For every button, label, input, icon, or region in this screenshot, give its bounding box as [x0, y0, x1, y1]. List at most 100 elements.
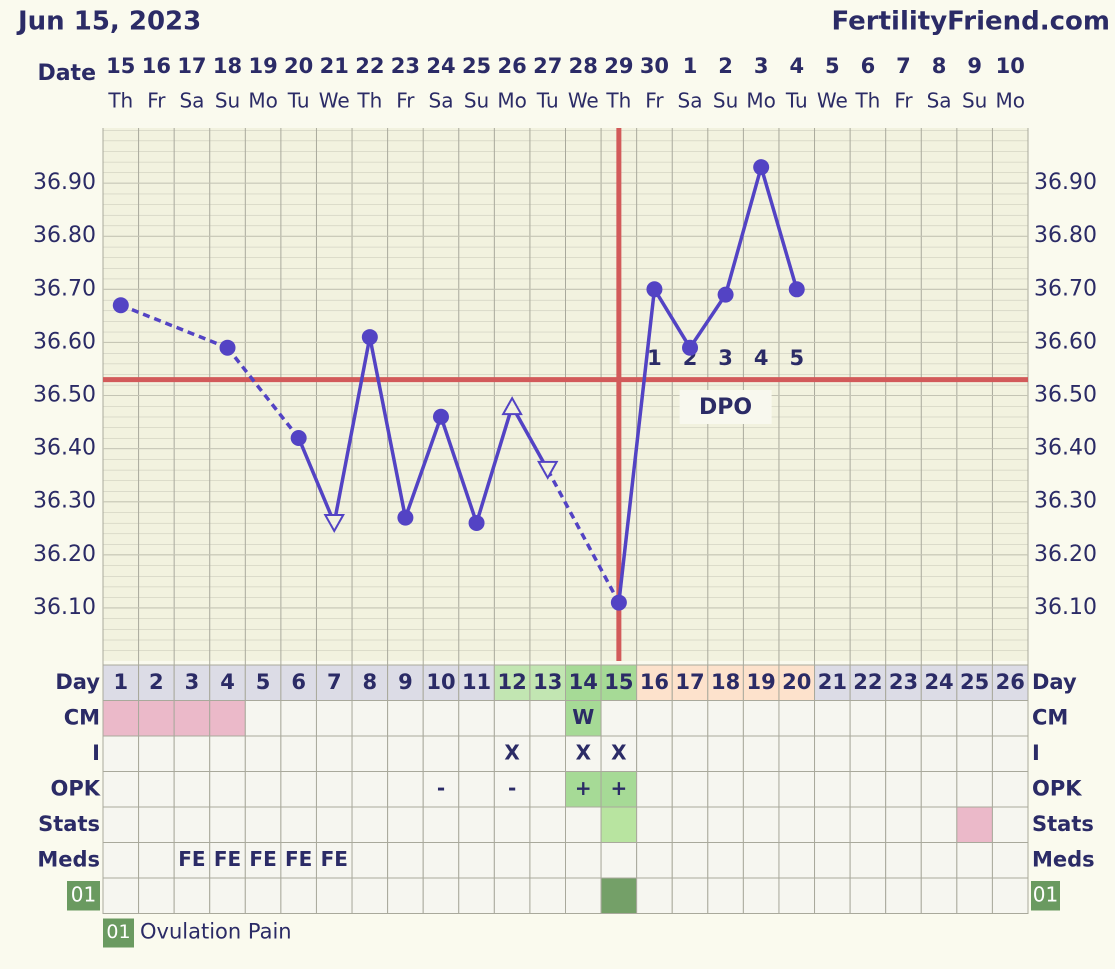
day-number: 21 — [818, 670, 847, 694]
weekday-label: Su — [464, 89, 489, 113]
table-cell — [956, 877, 993, 914]
table-cell — [102, 806, 140, 843]
day-number: 20 — [782, 670, 811, 694]
table-cell — [636, 877, 673, 914]
temperature-marker — [682, 339, 699, 356]
table-cell — [600, 771, 638, 808]
row-label-right: CM — [1032, 705, 1068, 729]
table-cell — [814, 735, 851, 772]
temperature-segment — [439, 416, 479, 524]
x-tick-label: 30 — [640, 54, 669, 78]
table-cell — [565, 735, 602, 772]
table-cell — [493, 700, 531, 737]
table-cell — [814, 771, 851, 808]
table-cell — [565, 842, 602, 879]
table-cell — [138, 877, 175, 914]
table-cell — [707, 735, 744, 772]
table-cell — [600, 700, 638, 737]
weekday-label: Su — [215, 89, 240, 113]
table-cell — [636, 700, 673, 737]
table-cell — [529, 877, 567, 914]
table-cell — [849, 735, 887, 772]
x-tick-label: 23 — [391, 54, 420, 78]
table-cell — [387, 700, 424, 737]
weekday-label: Fr — [147, 89, 166, 113]
day-cell — [991, 664, 1029, 701]
weekday-label: Mo — [995, 89, 1025, 113]
table-cell — [600, 842, 638, 879]
table-cell — [422, 735, 460, 772]
day-number: 17 — [675, 670, 704, 694]
temperature-segment — [723, 166, 763, 296]
table-cell — [671, 735, 709, 772]
x-tick-label: 10 — [996, 54, 1025, 78]
day-number: 16 — [640, 670, 669, 694]
table-cell — [742, 771, 780, 808]
table-cell — [600, 877, 638, 914]
day-cell — [387, 664, 424, 701]
temperature-segment — [759, 166, 799, 290]
table-cell — [707, 877, 744, 914]
table-cell — [102, 842, 140, 879]
x-axis-label: Date — [37, 61, 96, 86]
table-cell — [671, 806, 709, 843]
table-cell — [671, 700, 709, 737]
weekday-label: Sa — [678, 89, 703, 113]
dpo-title: DPO — [699, 395, 752, 420]
weekday-label: Fr — [396, 89, 415, 113]
table-cell — [138, 771, 175, 808]
table-cell — [493, 842, 531, 879]
cell-text: X — [576, 740, 592, 764]
table-cell — [351, 700, 389, 737]
table-cell — [351, 735, 389, 772]
table-cell — [458, 877, 495, 914]
day-number: 13 — [533, 670, 562, 694]
temperature-marker — [290, 429, 307, 446]
table-cell — [138, 700, 175, 737]
row-label: Meds — [37, 847, 100, 871]
day-number: 12 — [498, 670, 527, 694]
day-number: 10 — [426, 670, 455, 694]
table-cell — [707, 771, 744, 808]
dpo-label: 1 — [647, 346, 662, 370]
day-number: 25 — [960, 670, 989, 694]
table-cell — [920, 771, 958, 808]
table-cell — [671, 771, 709, 808]
day-cell — [885, 664, 922, 701]
weekday-label: We — [817, 89, 848, 113]
cell-text: FE — [178, 847, 205, 871]
y-tick-label: 36.80 — [33, 223, 96, 248]
y-tick-label-right: 36.30 — [1034, 489, 1097, 514]
y-tick-label: 36.40 — [33, 436, 96, 461]
x-tick-label: 22 — [355, 54, 384, 78]
day-number: 22 — [853, 670, 882, 694]
table-cell — [849, 842, 887, 879]
cell-text: + — [610, 776, 627, 800]
table-cell — [280, 806, 317, 843]
cell-text: FE — [249, 847, 276, 871]
table-cell — [387, 877, 424, 914]
temperature-marker — [501, 396, 523, 416]
y-tick-label-right: 36.20 — [1034, 542, 1097, 567]
y-tick-label-right: 36.70 — [1034, 276, 1097, 301]
legend-text: Ovulation Pain — [140, 920, 292, 944]
day-cell — [315, 664, 353, 701]
table-cell — [244, 700, 282, 737]
x-tick-label: 7 — [896, 54, 911, 78]
table-cell — [671, 877, 709, 914]
table-cell — [742, 735, 780, 772]
table-cell — [138, 806, 175, 843]
y-tick-label: 36.90 — [33, 170, 96, 195]
x-tick-label: 2 — [718, 54, 733, 78]
table-cell — [565, 700, 602, 737]
temperature-segment — [474, 405, 514, 524]
day-number: 3 — [185, 670, 200, 694]
table-cell — [778, 700, 816, 737]
y-tick-label: 36.60 — [33, 329, 96, 354]
table-cell — [102, 735, 140, 772]
table-cell — [458, 700, 495, 737]
table-cell — [529, 842, 567, 879]
dpo-label: 5 — [789, 346, 804, 370]
temperature-segment — [546, 469, 621, 604]
